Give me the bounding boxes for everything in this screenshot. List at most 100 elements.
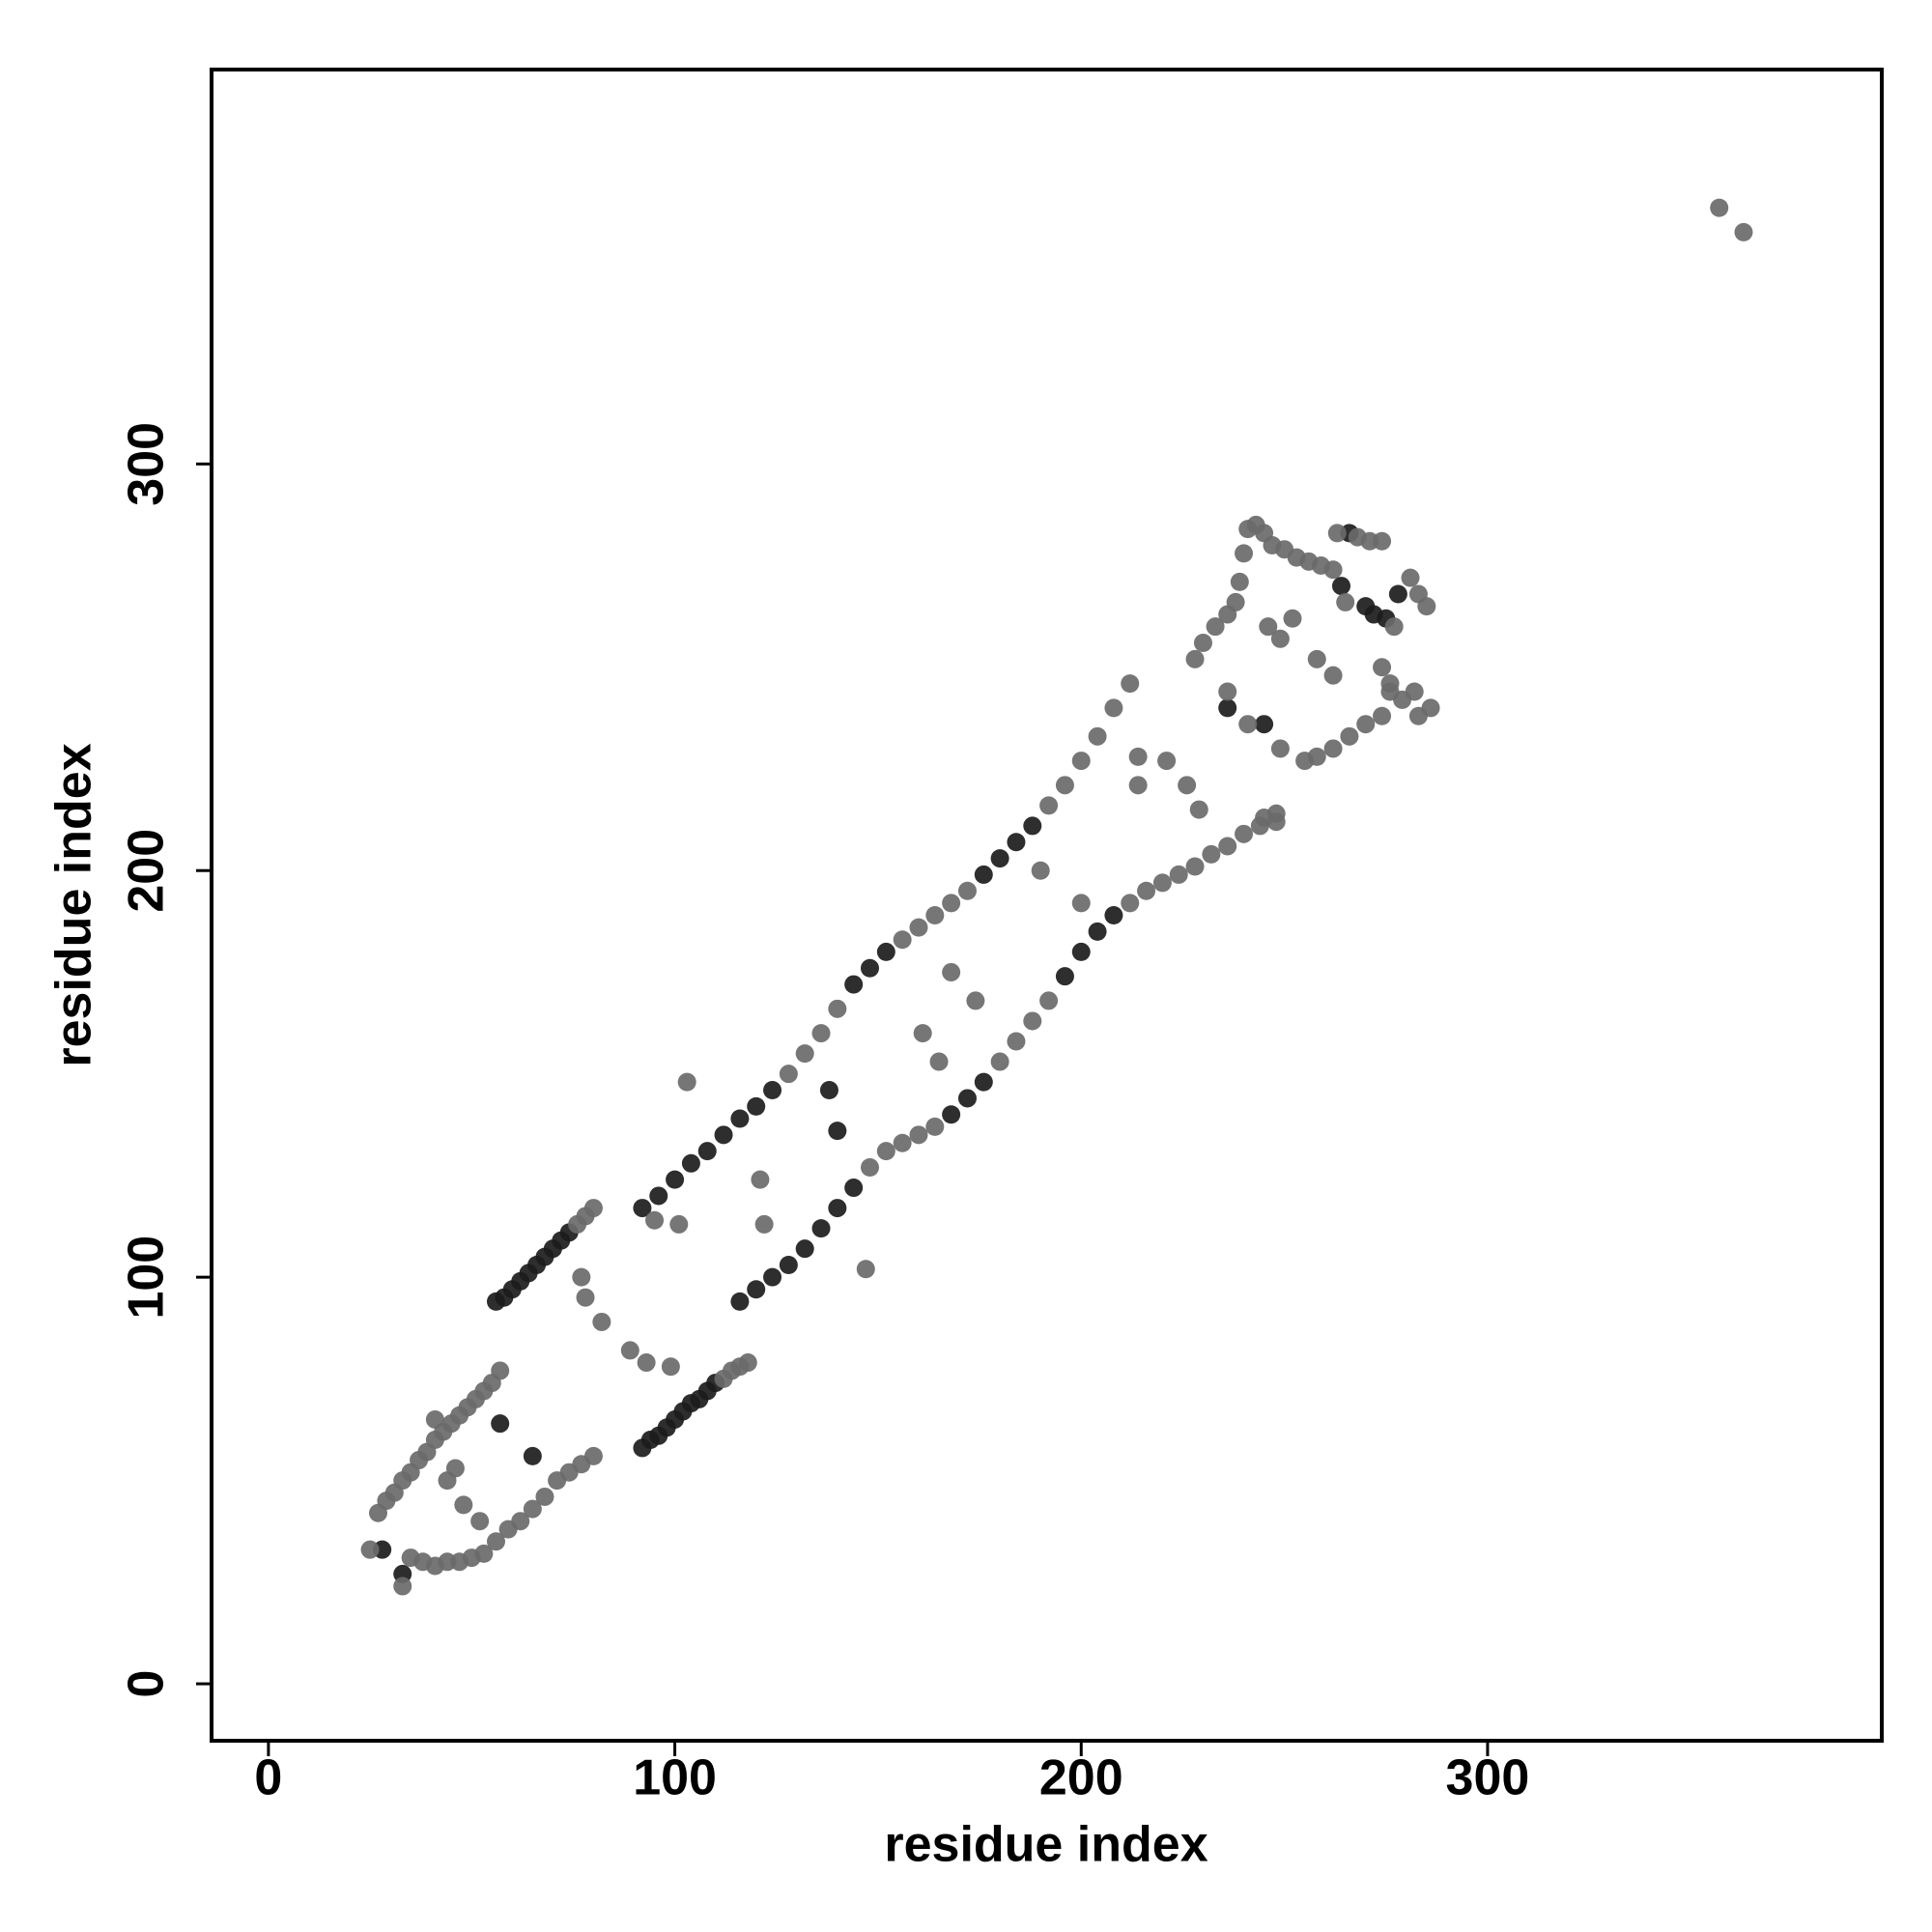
point bbox=[1185, 649, 1205, 668]
point bbox=[1055, 776, 1074, 795]
point bbox=[1323, 666, 1343, 685]
point bbox=[1007, 1032, 1026, 1051]
x-tick-label: 0 bbox=[254, 1750, 282, 1806]
point bbox=[1193, 634, 1212, 653]
point bbox=[1128, 747, 1148, 766]
y-axis-title: residue index bbox=[46, 743, 102, 1066]
point bbox=[913, 1024, 932, 1043]
point bbox=[1169, 865, 1188, 884]
point bbox=[1401, 568, 1420, 587]
point bbox=[1238, 715, 1258, 734]
point bbox=[811, 1219, 831, 1238]
point bbox=[763, 1267, 782, 1287]
point bbox=[1295, 752, 1315, 771]
point bbox=[1218, 837, 1237, 856]
y-tick-label: 300 bbox=[119, 422, 175, 506]
point bbox=[583, 1199, 603, 1218]
point bbox=[470, 1512, 490, 1531]
point bbox=[1405, 682, 1424, 701]
point bbox=[583, 1446, 603, 1465]
point bbox=[511, 1512, 530, 1531]
point bbox=[795, 1239, 814, 1259]
point bbox=[1270, 739, 1290, 758]
point bbox=[1323, 560, 1343, 580]
point bbox=[445, 1459, 465, 1478]
point bbox=[1039, 991, 1059, 1010]
point bbox=[393, 1577, 412, 1596]
point bbox=[1235, 544, 1254, 563]
point bbox=[974, 865, 993, 884]
point bbox=[876, 1142, 895, 1161]
point bbox=[819, 1081, 838, 1100]
point bbox=[592, 1312, 611, 1331]
point bbox=[1104, 906, 1123, 925]
point bbox=[730, 1292, 750, 1311]
point bbox=[633, 1199, 652, 1218]
point bbox=[1157, 752, 1177, 771]
point bbox=[1088, 726, 1107, 746]
point bbox=[1218, 698, 1237, 718]
point bbox=[1259, 617, 1278, 637]
point bbox=[1007, 833, 1026, 852]
point bbox=[909, 918, 928, 937]
point bbox=[828, 999, 847, 1018]
point bbox=[1373, 658, 1392, 677]
y-tick-label: 200 bbox=[119, 829, 175, 913]
point bbox=[454, 1495, 473, 1515]
point bbox=[1088, 922, 1107, 941]
point bbox=[1331, 577, 1350, 596]
point bbox=[1373, 706, 1392, 725]
point bbox=[697, 1142, 717, 1161]
point bbox=[1189, 800, 1208, 819]
point bbox=[861, 1157, 880, 1177]
point bbox=[1226, 592, 1245, 611]
point bbox=[360, 1540, 380, 1559]
point bbox=[751, 1170, 770, 1189]
point bbox=[942, 962, 961, 981]
point bbox=[1255, 715, 1274, 734]
point bbox=[645, 1210, 665, 1230]
point bbox=[1230, 572, 1249, 591]
point bbox=[754, 1214, 774, 1234]
point bbox=[1121, 894, 1140, 913]
point bbox=[1206, 617, 1225, 637]
point bbox=[1323, 739, 1343, 758]
y-tick-label: 100 bbox=[119, 1236, 175, 1320]
point bbox=[523, 1446, 542, 1465]
point bbox=[1373, 531, 1392, 551]
point bbox=[1380, 682, 1400, 701]
point bbox=[661, 1357, 680, 1377]
point bbox=[1327, 524, 1347, 543]
point bbox=[523, 1499, 542, 1519]
point bbox=[1023, 1011, 1042, 1031]
point bbox=[1235, 824, 1254, 843]
point bbox=[1128, 776, 1148, 795]
point bbox=[1071, 894, 1091, 913]
x-tick-label: 300 bbox=[1446, 1750, 1530, 1806]
point bbox=[1023, 816, 1042, 836]
point bbox=[1152, 873, 1172, 893]
point bbox=[929, 1052, 949, 1071]
point bbox=[844, 975, 864, 994]
point bbox=[1031, 861, 1050, 880]
point bbox=[811, 1024, 831, 1043]
plot-frame bbox=[210, 68, 1884, 1743]
point bbox=[738, 1353, 757, 1373]
point bbox=[1104, 698, 1123, 718]
point bbox=[925, 1117, 945, 1136]
point bbox=[1307, 649, 1326, 668]
point bbox=[1121, 674, 1140, 694]
point bbox=[1218, 682, 1237, 701]
point bbox=[1388, 584, 1407, 604]
point bbox=[974, 1072, 993, 1092]
point bbox=[1384, 617, 1404, 637]
point bbox=[1185, 857, 1205, 876]
point bbox=[486, 1532, 505, 1551]
point bbox=[572, 1267, 591, 1287]
point bbox=[620, 1341, 639, 1360]
point bbox=[1356, 715, 1376, 734]
point bbox=[779, 1065, 798, 1084]
point bbox=[893, 1133, 912, 1152]
point bbox=[1340, 726, 1359, 746]
